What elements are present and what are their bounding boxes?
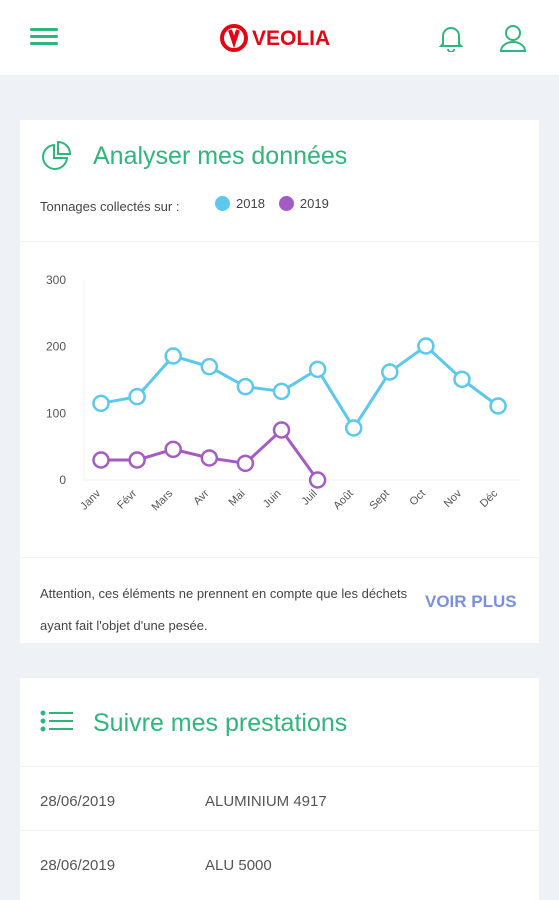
data-point: [272, 421, 291, 439]
data-point: [128, 387, 146, 406]
card-title: Analyser mes données: [93, 142, 348, 170]
data-point: [453, 370, 471, 389]
y-tick-label: 300: [46, 273, 66, 287]
data-point: [164, 347, 182, 365]
data-point: [236, 377, 255, 396]
x-tick-label: Août: [331, 488, 355, 512]
x-tick-label: Févr: [115, 487, 139, 511]
legend: 2018 2019: [215, 196, 343, 214]
data-point: [92, 394, 110, 413]
y-tick-label: 200: [46, 340, 66, 354]
notifications[interactable]: [438, 24, 464, 52]
data-point: [236, 454, 255, 473]
menu-button[interactable]: [30, 26, 60, 48]
x-tick-label: Nov: [442, 487, 465, 510]
x-tick-label: Mars: [150, 487, 176, 513]
data-point: [200, 449, 219, 467]
data-point: [164, 440, 182, 459]
legend-item: 2018: [215, 196, 265, 211]
data-point: [489, 397, 507, 415]
x-tick-label: Oct: [407, 488, 428, 509]
row-separator: [20, 830, 539, 831]
data-point: [200, 357, 219, 376]
legend-text: 2018: [236, 196, 265, 211]
data-point: [128, 451, 146, 469]
row-date: 28/06/2019: [40, 857, 116, 874]
legend-label: Tonnages collectés sur :: [40, 199, 180, 214]
data-point: [344, 419, 363, 437]
x-tick-label: Avr: [191, 487, 211, 507]
x-tick-label: Mai: [226, 488, 247, 509]
row-label: ALU 5000: [205, 857, 272, 874]
logo: VEOLIA: [252, 27, 331, 50]
y-tick-label: 0: [59, 473, 66, 487]
row-label: ALUMINIUM 4917: [205, 793, 327, 810]
row-separator: [20, 766, 539, 767]
y-tick-label: 100: [46, 406, 66, 420]
x-tick-label: Sept: [367, 488, 391, 512]
x-tick-label: Juin: [261, 488, 284, 511]
data-point: [308, 360, 327, 379]
list-icon: [40, 710, 73, 732]
note: Attention, ces éléments ne prennent en c…: [40, 586, 408, 633]
data-point: [381, 363, 399, 381]
chart: 0 100 200 300 Janv Févr Mars Avr Mai Juin Juil Août…: [46, 273, 520, 513]
services-card: Suivre mes prestations 28/06/2019 ALUMINI…: [20, 678, 539, 900]
legend-item: 2019: [278, 196, 329, 211]
data-point: [92, 451, 110, 469]
x-tick-label: Juil: [300, 488, 320, 508]
card-title: Suivre mes prestations: [93, 709, 348, 737]
header: VEOLIA: [0, 0, 559, 75]
x-tick-label: Janv: [78, 487, 103, 512]
data-point: [272, 382, 291, 401]
series-line: [100, 344, 499, 431]
legend-swatch: [278, 196, 294, 211]
pie-icon: [42, 140, 72, 170]
data-point: [308, 471, 327, 489]
legend-swatch: [215, 196, 230, 211]
logo-icon: [220, 24, 248, 52]
row-date: 28/06/2019: [40, 793, 116, 810]
data-point: [417, 337, 435, 355]
see-more[interactable]: VOIR PLUS: [425, 592, 517, 611]
legend-text: 2019: [299, 196, 329, 211]
x-tick-label: Déc: [478, 487, 501, 510]
profile[interactable]: [498, 24, 528, 54]
